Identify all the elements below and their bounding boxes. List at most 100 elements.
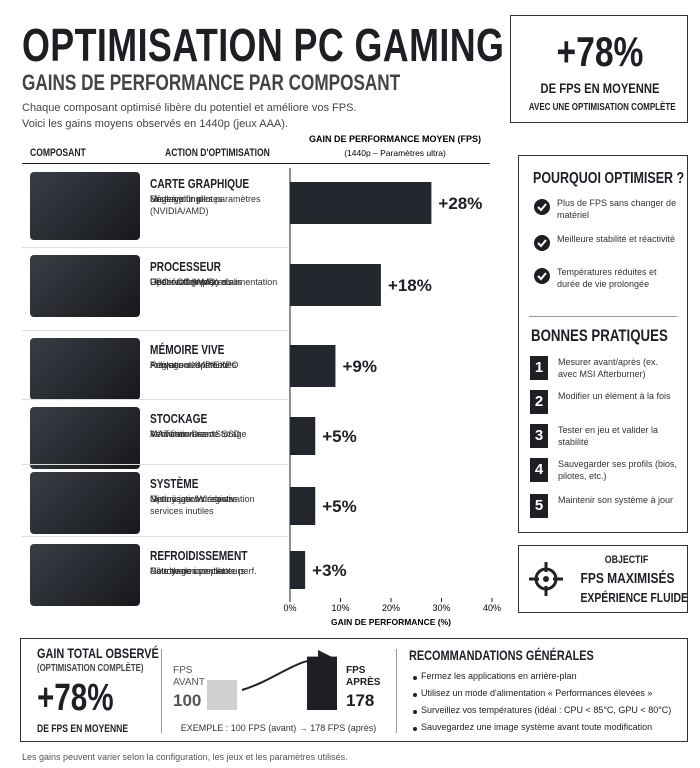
chart-subtitle: (1440p – Paramètres ultra) <box>344 148 446 158</box>
value-label: +3% <box>312 561 347 580</box>
action: PBO / CO (AMD) ou <box>150 277 232 287</box>
check-icon <box>534 268 550 284</box>
action: Vérification santé SSD <box>150 429 241 439</box>
x-tick-label: 20% <box>382 603 400 613</box>
highlight-note: AVEC UNE OPTIMISATION COMPLÈTE <box>528 102 676 113</box>
bottom-box: GAIN TOTAL OBSERVÉ (OPTIMISATION COMPLÈT… <box>20 638 688 742</box>
action: Activation XMP/EXPO <box>150 360 239 370</box>
practice-text: Sauvegarder ses profils (bios, pilotes, … <box>558 459 678 481</box>
bar <box>290 264 381 306</box>
practice-number: 2 <box>530 390 548 414</box>
component-name: MÉMOIRE VIVE <box>150 342 225 357</box>
example-chart <box>207 650 337 710</box>
why-item: Températures réduites et durée de vie pr… <box>557 267 657 289</box>
after-value: 178 <box>346 691 375 710</box>
highlight-label: DE FPS EN MOYENNE <box>540 80 660 96</box>
objective-line: FPS MAXIMISÉS <box>580 570 675 587</box>
why-item: Meilleure stabilité et réactivité <box>557 234 676 244</box>
intro: Chaque composant optimisé libère du pote… <box>22 102 357 114</box>
bullet <box>413 710 417 714</box>
check-icon <box>534 235 550 251</box>
row-rule <box>22 247 288 248</box>
bullet <box>413 693 417 697</box>
action: Optimisations registre <box>150 494 238 504</box>
recommendation: Utilisez un mode d'alimentation « Perfor… <box>421 688 653 698</box>
highlight-box: +78% DE FPS EN MOYENNE AVEC UNE OPTIMISA… <box>510 15 688 123</box>
bar <box>290 182 432 224</box>
action: Réglage fin des paramètres (NVIDIA/AMD) <box>150 194 261 216</box>
sidebar: POURQUOI OPTIMISER ? BONNES PRATIQUES <box>518 155 688 533</box>
value-label: +18% <box>388 276 432 295</box>
example-caption: EXEMPLE : 100 FPS (avant) → 178 FPS (apr… <box>180 723 377 733</box>
after-label: FPS APRÈS <box>346 665 381 688</box>
why-title: POURQUOI OPTIMISER ? <box>533 170 685 187</box>
action: Gestion des processus <box>150 277 242 287</box>
objective-box: OBJECTIF FPS MAXIMISÉS EXPÉRIENCE FLUIDE <box>518 545 688 613</box>
component-name: SYSTÈME <box>150 476 199 491</box>
action: Nettoyage complet <box>150 566 226 576</box>
why-item: Plus de FPS sans changer de matériel <box>557 198 677 220</box>
row-rule <box>22 536 288 537</box>
action: Pâte thermique haute perf. <box>150 566 257 576</box>
value-label: +9% <box>342 357 377 376</box>
recommendations-title: RECOMMANDATIONS GÉNÉRALES <box>409 647 594 663</box>
action: Mise à jour Windows <box>150 494 234 504</box>
recommendation: Fermez les applications en arrière-plan <box>421 671 577 681</box>
component-image <box>30 172 140 240</box>
value-label: +28% <box>438 194 482 213</box>
check-icon <box>534 199 550 215</box>
intro: Voici les gains moyens observés en 1440p… <box>22 118 288 130</box>
rule <box>529 316 677 317</box>
objective-line: EXPÉRIENCE FLUIDE <box>580 590 688 605</box>
target-icon <box>529 562 563 596</box>
row-rule <box>22 399 288 400</box>
action: Mise à jour pilotes <box>150 194 223 204</box>
value-label: +5% <box>322 427 357 446</box>
component-image <box>30 255 140 317</box>
title: OPTIMISATION PC GAMING <box>22 19 505 71</box>
practice-number: 1 <box>530 356 548 380</box>
action: Optimisation plan d'alimentation <box>150 277 278 287</box>
highlight-value: +78% <box>556 28 644 75</box>
recommendation: Surveillez vos températures (idéal : CPU… <box>421 705 672 715</box>
chart: GAIN DE PERFORMANCE MOYEN (FPS) (1440p –… <box>283 134 501 627</box>
x-tick-label: 30% <box>432 603 450 613</box>
component-image <box>30 338 140 400</box>
subtitle: GAINS DE PERFORMANCE PAR COMPOSANT <box>22 70 401 95</box>
practice-text: Modifier un élément à la fois <box>558 391 671 401</box>
x-axis-label: GAIN DE PERFORMANCE (%) <box>331 617 451 627</box>
component-name: STOCKAGE <box>150 411 208 426</box>
practice-text: Maintenir son système à jour <box>558 495 674 505</box>
footer: Les gains peuvent varier selon la config… <box>22 752 348 762</box>
total-value: +78% <box>37 677 114 719</box>
practice-text: Mesurer avant/après (ex. avec MSI Afterb… <box>558 357 659 379</box>
bar <box>290 551 306 589</box>
action: MAJ firmware <box>150 429 206 439</box>
component-name: PROCESSEUR <box>150 259 222 274</box>
recommendation: Sauvegardez une image système avant tout… <box>421 722 653 732</box>
total-subtitle: (OPTIMISATION COMPLÈTE) <box>37 663 144 674</box>
action: Fréquence optimale <box>150 360 230 370</box>
practice-number: 4 <box>530 458 548 482</box>
total-label: DE FPS EN MOYENNE <box>37 723 129 735</box>
component-image <box>30 472 140 534</box>
practice-number: 3 <box>530 424 548 448</box>
before-value: 100 <box>173 691 202 710</box>
bar <box>290 345 336 387</box>
divider <box>161 649 162 733</box>
bullet <box>413 676 417 680</box>
component-image <box>30 407 140 469</box>
practices-title: BONNES PRATIQUES <box>531 326 668 345</box>
divider <box>396 649 397 733</box>
practice-number: 5 <box>530 494 548 518</box>
component-name: REFROIDISSEMENT <box>150 548 248 563</box>
component-name: CARTE GRAPHIQUE <box>150 176 250 191</box>
practice-text: Tester en jeu et valider la stabilité <box>558 425 659 447</box>
example-bar <box>207 680 237 710</box>
action: Nettoyage & désactivation services inuti… <box>150 494 255 516</box>
example-bar <box>307 656 337 710</box>
value-label: +5% <box>322 497 357 516</box>
action: Undervolting <box>150 194 201 204</box>
before-label: FPS AVANT <box>173 665 205 688</box>
action: Réglage des latences <box>150 360 237 370</box>
